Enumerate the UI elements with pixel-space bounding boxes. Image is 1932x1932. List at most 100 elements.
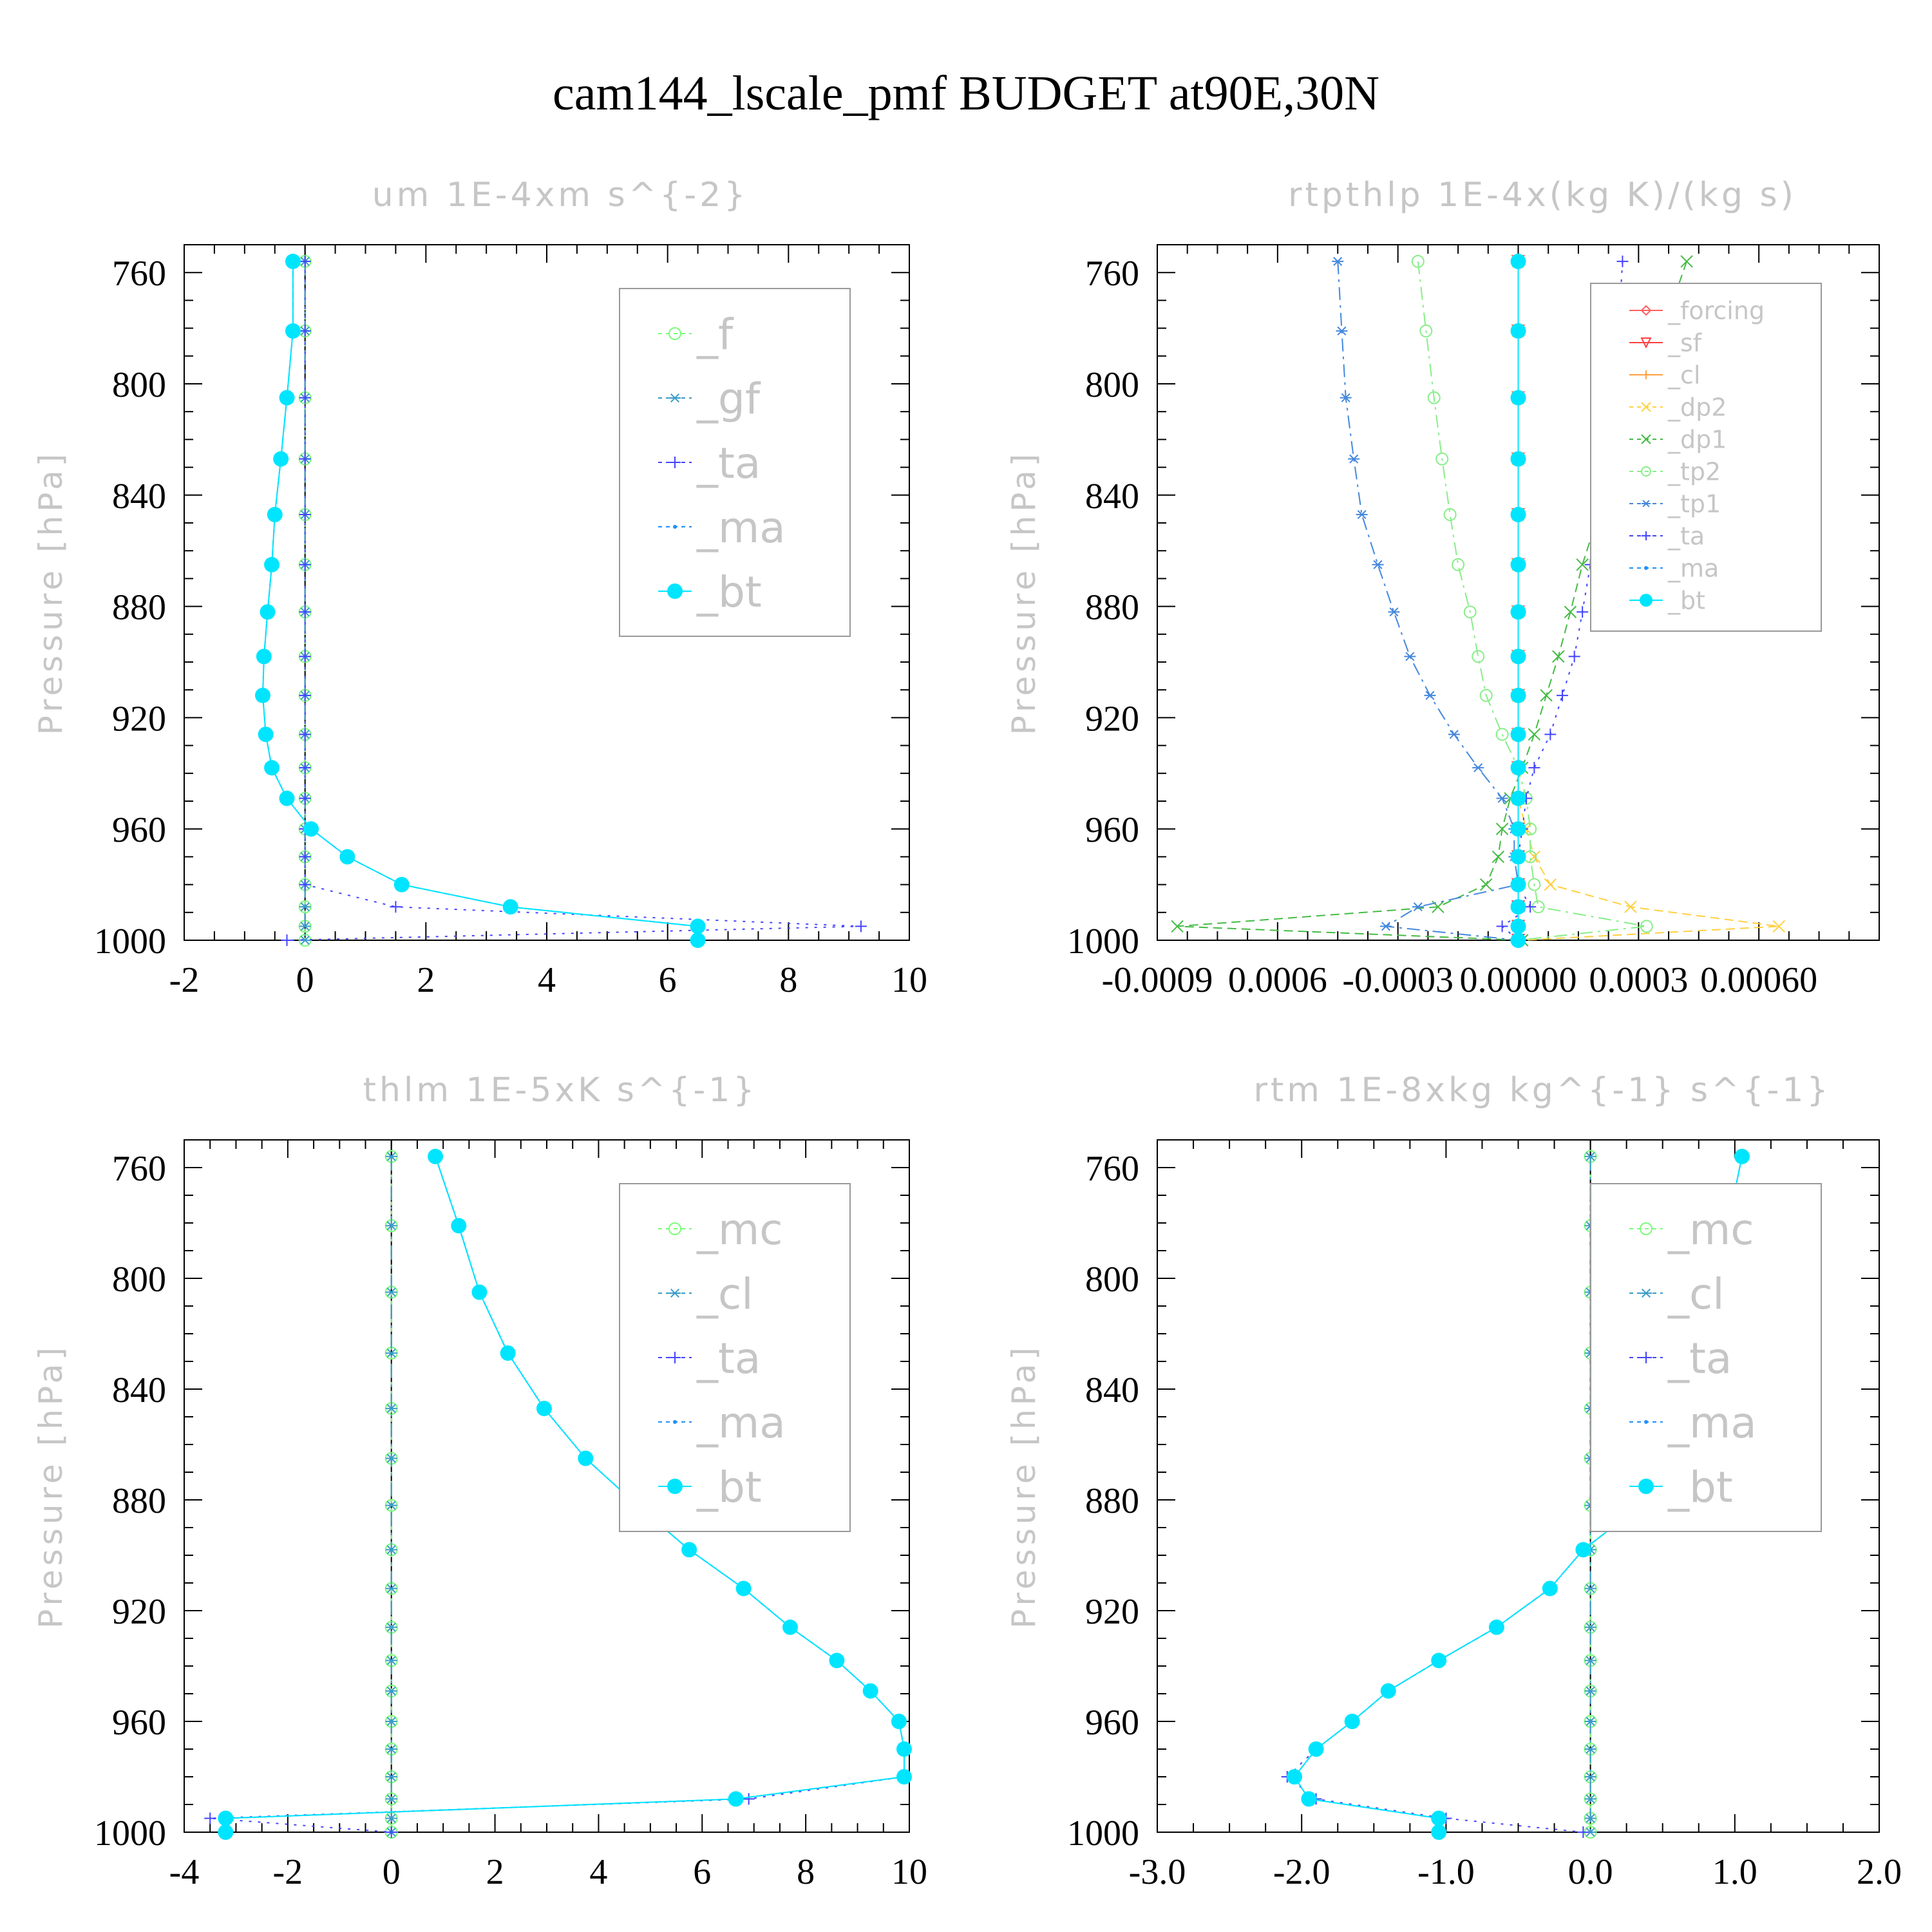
data-point	[1680, 255, 1693, 268]
data-point	[1577, 606, 1589, 618]
y-tick-label: 1000	[94, 1814, 166, 1853]
series-line	[261, 261, 699, 940]
data-point	[1575, 1542, 1591, 1558]
data-point	[1492, 850, 1505, 864]
y-tick-label: 840	[1085, 1370, 1139, 1410]
legend-marker	[1641, 466, 1651, 477]
data-point	[1584, 1814, 1596, 1823]
data-point	[1772, 920, 1786, 933]
data-point	[1411, 254, 1425, 268]
data-point	[1528, 728, 1541, 741]
data-point	[1479, 878, 1493, 891]
data-point	[393, 876, 410, 893]
data-point	[1332, 256, 1344, 266]
data-point	[385, 1656, 397, 1665]
data-point	[1510, 556, 1526, 573]
data-point	[743, 1793, 755, 1805]
panel-title: rtpthlp 1E-4x(kg K)/(kg s)	[1288, 176, 1797, 214]
data-point	[385, 1826, 397, 1838]
x-tick-label: -2	[169, 960, 200, 1000]
y-axis-label: Pressure [hPa]	[32, 450, 70, 735]
legend-label: _ta	[696, 1334, 761, 1383]
x-tick-label: 6	[693, 1852, 711, 1892]
data-point	[1584, 1686, 1596, 1696]
data-point	[385, 1794, 397, 1804]
y-tick-label: 760	[112, 254, 166, 294]
data-point	[299, 509, 311, 521]
y-tick-label: 880	[112, 1481, 166, 1521]
data-point	[1488, 1619, 1504, 1635]
panel-3: thlm 1E-5xK s^{-1}Pressure [hPa]76080084…	[32, 1071, 927, 1892]
data-point	[862, 1683, 878, 1699]
data-point	[279, 790, 295, 806]
data-point	[1510, 760, 1526, 776]
data-point	[1584, 1622, 1596, 1632]
x-tick-label: -2.0	[1273, 1852, 1331, 1892]
legend: _mc _cl _ta _ma _bt	[1590, 1183, 1822, 1532]
legend-marker	[669, 1288, 681, 1298]
data-point	[260, 604, 276, 620]
data-point	[1424, 690, 1436, 700]
data-point	[896, 1769, 912, 1785]
data-point	[1435, 452, 1449, 466]
data-point	[1584, 1772, 1596, 1782]
data-point	[1431, 1824, 1447, 1840]
x-tick-label: -3.0	[1129, 1852, 1186, 1892]
legend-label: _ma	[696, 503, 786, 553]
data-point	[1584, 1656, 1596, 1665]
data-point	[681, 1542, 697, 1558]
legend-label: _ta	[696, 439, 761, 488]
data-point	[1388, 607, 1400, 617]
data-point	[891, 1714, 907, 1729]
data-point	[1542, 1580, 1558, 1596]
x-tick-label: 10	[891, 960, 927, 1000]
y-tick-label: 760	[1085, 1149, 1139, 1189]
data-point	[1431, 1810, 1447, 1826]
data-point	[1540, 689, 1553, 702]
data-point	[299, 878, 311, 891]
data-point	[299, 689, 311, 701]
data-point	[735, 1580, 752, 1596]
legend-label: _dp1	[1667, 426, 1727, 454]
y-tick-label: 1000	[94, 922, 166, 961]
panel-4: rtm 1E-8xkg kg^{-1} s^{-1} Pressure [hPa]…	[1005, 1071, 1902, 1892]
data-point	[256, 649, 272, 665]
data-point	[279, 390, 295, 406]
data-point	[500, 1345, 516, 1361]
data-point	[339, 849, 355, 865]
data-point	[1557, 689, 1569, 701]
data-point	[264, 556, 280, 573]
data-point	[299, 558, 311, 571]
data-point	[1510, 876, 1526, 893]
data-point	[385, 1686, 397, 1696]
data-point	[258, 726, 274, 743]
legend-label: _ma	[1667, 554, 1719, 583]
data-point	[1348, 454, 1360, 464]
data-point	[1510, 687, 1526, 703]
legend-marker	[1640, 1288, 1652, 1298]
y-tick-label: 880	[1085, 588, 1139, 628]
data-point	[385, 1287, 397, 1297]
data-point	[385, 1151, 397, 1161]
x-tick-label: -1.0	[1417, 1852, 1475, 1892]
data-point	[1640, 920, 1653, 933]
data-point	[690, 933, 706, 948]
y-tick-label: 920	[1085, 1592, 1139, 1632]
legend-marker	[1642, 370, 1651, 379]
x-tick-label: -0.0009	[1102, 960, 1213, 1000]
data-point	[299, 728, 311, 741]
legend-marker	[1640, 337, 1652, 349]
series-bt	[1510, 253, 1526, 948]
legend-label: _bt	[696, 567, 762, 617]
data-point	[254, 687, 270, 703]
data-point	[299, 325, 311, 337]
legend-label: _ma	[1667, 1398, 1757, 1448]
legend-box	[1590, 1183, 1822, 1532]
x-tick-label: 4	[589, 1852, 607, 1892]
data-point	[385, 1814, 397, 1823]
data-point	[1510, 323, 1526, 339]
data-point	[1496, 920, 1508, 933]
data-point	[1524, 901, 1537, 913]
data-point	[385, 1404, 397, 1414]
data-point	[1528, 762, 1540, 774]
